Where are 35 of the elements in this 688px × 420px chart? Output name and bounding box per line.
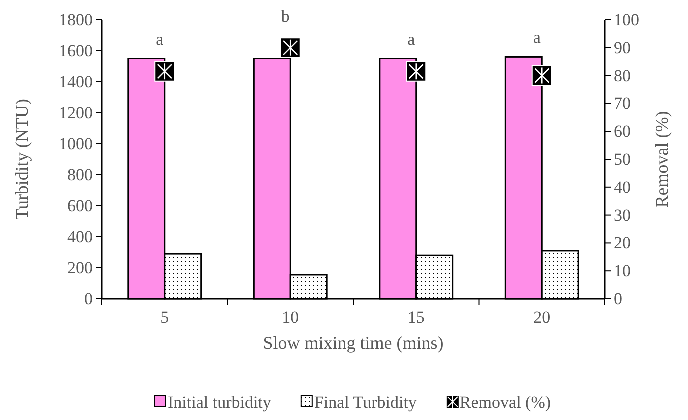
y-axis-title: Turbidity (NTU) [12,99,32,220]
x-tick-label: 5 [160,308,170,328]
x-tick-label: 15 [408,308,425,328]
y2-axis-title: Removal (%) [652,111,672,208]
y2-tick-label: 50 [614,150,631,169]
y2-tick-label: 70 [614,94,631,114]
y-tick-label: 200 [68,258,93,278]
y-tick-label: 1400 [59,72,93,92]
annotation: a [408,30,416,49]
y2-tick-label: 80 [614,66,631,86]
annotation: b [281,6,290,26]
y2-tick-label: 0 [614,289,622,308]
annotation: a [156,30,164,49]
y-tick-label: 600 [68,196,93,216]
y2-tick-label: 40 [614,178,631,197]
legend-label: Final Turbidity [314,393,418,412]
y-tick-label: 1000 [59,134,93,154]
annotation: a [533,28,542,48]
y-tick-label: 1200 [59,103,93,122]
y-tick-label: 0 [84,289,93,308]
x-axis-title: Slow mixing time (mins) [263,333,444,353]
y2-tick-label: 60 [614,122,631,142]
y2-tick-label: 100 [614,10,640,30]
y2-tick-label: 20 [614,234,631,253]
legend-label: Removal (%) [460,393,552,412]
x-tick-label: 10 [282,308,300,328]
y-tick-label: 1800 [59,10,93,30]
y-tick-label: 400 [68,227,93,246]
y2-tick-label: 30 [614,206,631,225]
y-tick-label: 800 [68,165,93,184]
y2-tick-label: 10 [614,262,631,281]
legend-label: Initial turbidity [168,393,272,412]
y-tick-label: 1600 [59,41,93,60]
y2-tick-label: 90 [614,38,631,58]
x-tick-label: 20 [534,308,551,328]
